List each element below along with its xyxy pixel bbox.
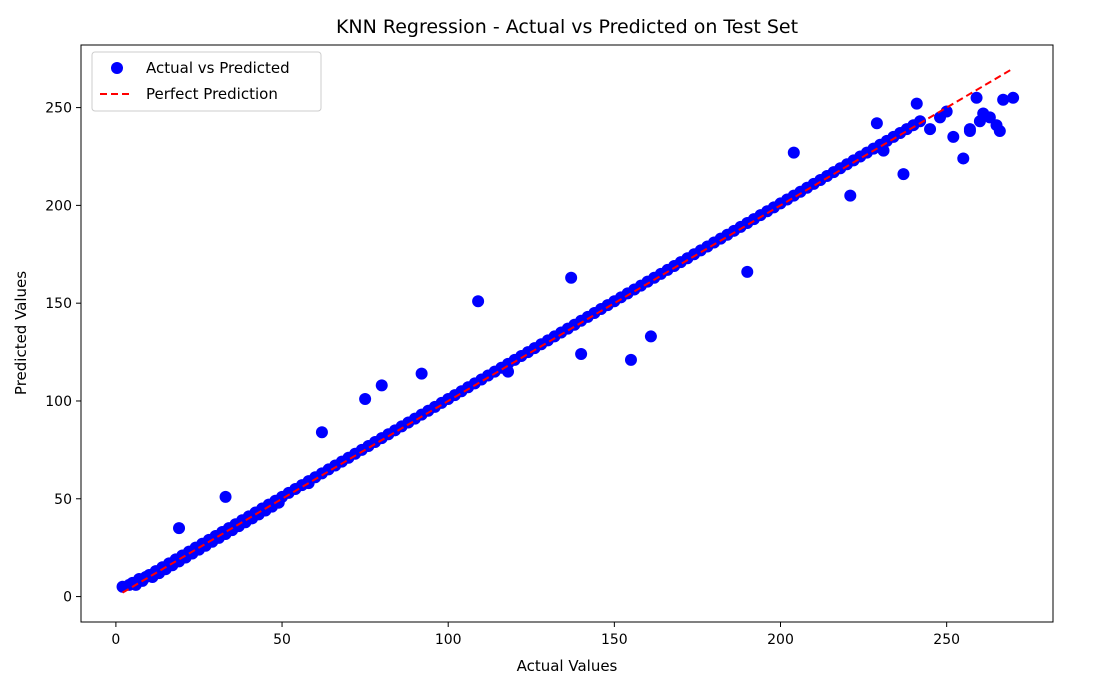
- x-tick-label: 50: [273, 632, 291, 648]
- data-point: [415, 367, 428, 380]
- data-point: [787, 146, 800, 159]
- data-point: [644, 330, 657, 343]
- data-point: [897, 168, 910, 181]
- x-tick-label: 150: [601, 632, 628, 648]
- plot-frame: [80, 44, 1054, 623]
- data-point: [983, 111, 996, 124]
- data-point: [472, 295, 485, 308]
- plot-area: 0 50 100 150 200 250 0 50 100 150 200 250: [45, 44, 1054, 648]
- data-point: [315, 426, 328, 439]
- y-tick-label: 50: [54, 492, 72, 508]
- y-tick-label: 100: [45, 394, 72, 410]
- x-tick-label: 200: [767, 632, 794, 648]
- data-point: [877, 144, 890, 157]
- data-point: [624, 353, 637, 366]
- data-point: [963, 125, 976, 138]
- data-point: [575, 348, 588, 361]
- data-point: [173, 522, 186, 535]
- legend-label-line: Perfect Prediction: [146, 85, 278, 103]
- data-point: [565, 271, 578, 284]
- y-tick-label: 150: [45, 296, 72, 312]
- data-point: [910, 97, 923, 110]
- y-tick-label: 250: [45, 101, 72, 117]
- data-point: [947, 130, 960, 143]
- y-tick-label: 200: [45, 198, 72, 214]
- perfect-prediction-line: [122, 67, 1014, 594]
- data-point: [219, 490, 232, 503]
- y-tick-label: 0: [63, 590, 72, 606]
- data-point: [375, 379, 388, 392]
- data-point: [924, 123, 937, 136]
- x-tick-label: 100: [435, 632, 462, 648]
- legend: Actual vs Predicted Perfect Prediction: [91, 51, 322, 112]
- data-point: [993, 125, 1006, 138]
- legend-label-scatter: Actual vs Predicted: [146, 59, 290, 77]
- data-point: [741, 265, 754, 278]
- x-axis-title: Actual Values: [517, 657, 618, 675]
- data-point: [359, 393, 372, 406]
- chart-title: KNN Regression - Actual vs Predicted on …: [336, 16, 798, 38]
- x-tick-label: 0: [111, 632, 120, 648]
- data-point: [870, 117, 883, 130]
- data-point: [914, 115, 927, 128]
- data-point: [997, 93, 1010, 106]
- data-point: [957, 152, 970, 165]
- y-axis-title: Predicted Values: [12, 271, 30, 395]
- legend-box: [91, 51, 322, 112]
- data-point: [1007, 91, 1020, 104]
- x-tick-label: 250: [933, 632, 960, 648]
- data-point: [844, 189, 857, 202]
- legend-marker-scatter: [111, 62, 123, 74]
- data-point: [970, 91, 983, 104]
- data-point: [940, 105, 953, 118]
- data-point: [973, 115, 986, 128]
